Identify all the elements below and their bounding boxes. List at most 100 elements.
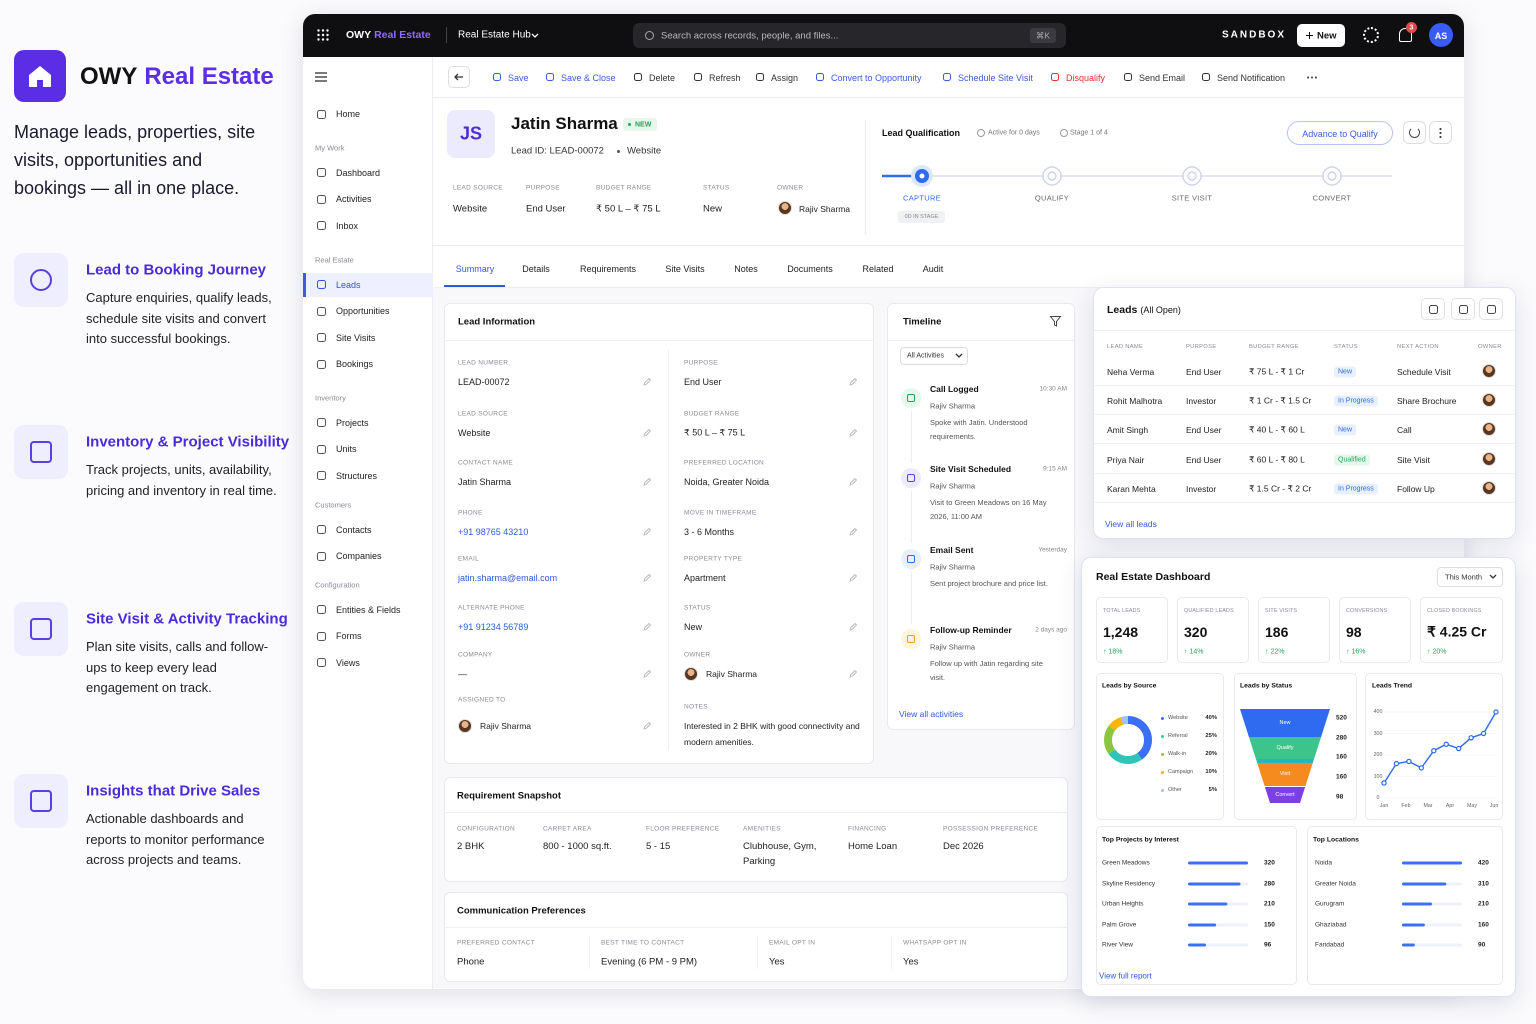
record-avatar (447, 110, 495, 158)
link[interactable]: View full report (1099, 971, 1152, 980)
trend-point (1443, 741, 1449, 747)
chevron (531, 33, 539, 38)
app-brand: OWY Real Estate (346, 29, 431, 41)
field-value: 3 - 6 Months (684, 527, 735, 537)
activity-icon (901, 388, 921, 408)
nav-item[interactable]: Forms (336, 631, 362, 641)
tab[interactable]: Site Visits (665, 263, 705, 274)
tab[interactable]: Notes (734, 263, 758, 274)
user-initials: AS (1434, 30, 1448, 41)
toolbar-button[interactable]: Delete (649, 72, 676, 83)
icon (316, 471, 326, 480)
refresh-icon (1409, 127, 1420, 138)
nav-item[interactable]: Contacts (336, 524, 372, 535)
tab[interactable]: Related (862, 263, 894, 274)
field-label: PURPOSE (526, 184, 560, 192)
leads-panel (1093, 287, 1516, 539)
toolbar-button[interactable]: Save & Close (561, 72, 616, 83)
nav-item[interactable]: Bookings (336, 359, 374, 369)
cell: ₹ 60 L - ₹ 80 L (1249, 454, 1305, 464)
tab[interactable]: Details (522, 263, 550, 274)
funnel-label: New (1279, 720, 1291, 726)
settings-icon[interactable] (1363, 27, 1379, 43)
shape (849, 669, 858, 678)
card-title: Communication Preferences (457, 905, 586, 916)
shape (531, 33, 539, 38)
feature-icon (14, 602, 68, 656)
toolbar-button[interactable]: Convert to Opportunity (831, 72, 922, 83)
lead-id: Lead ID: LEAD-00072 (511, 145, 604, 156)
nav-item[interactable]: Structures (336, 470, 378, 481)
feature-title: Insights that Drive Sales (86, 782, 261, 800)
funnel-value: 280 (1336, 734, 1347, 742)
chart-title: Top Locations (1313, 836, 1359, 843)
activity-glyph (907, 474, 915, 482)
nav-item[interactable]: Entities & Fields (336, 604, 401, 615)
section-title: Lead Qualification (882, 128, 961, 138)
toolbar-button[interactable]: Disqualify (1066, 72, 1106, 83)
funnel-segment (1257, 763, 1313, 786)
nav-item[interactable]: Projects (336, 417, 369, 428)
shape (1439, 131, 1442, 135)
toolbar-button[interactable]: Assign (771, 72, 799, 83)
back-button[interactable] (448, 66, 470, 88)
toolbar-button[interactable]: Send Email (1139, 72, 1186, 83)
trend-point (1468, 735, 1474, 741)
link[interactable]: View all activities (899, 708, 964, 719)
field-value: Dec 2026 (943, 841, 984, 852)
chart-title: Leads Trend (1372, 682, 1413, 689)
new-button[interactable] (1297, 24, 1345, 47)
bar-value: 320 (1264, 859, 1275, 867)
view-button[interactable] (1421, 298, 1445, 320)
view-button[interactable] (1451, 298, 1475, 320)
user-avatar[interactable] (1429, 23, 1453, 47)
step-label: SITE VISIT (1171, 193, 1213, 202)
meta: Stage 1 of 4 (1070, 129, 1108, 137)
nav-item[interactable]: Activities (336, 194, 372, 204)
tab[interactable]: Requirements (579, 263, 637, 274)
chevron (1489, 574, 1497, 579)
refresh-button[interactable] (1403, 121, 1426, 144)
tab[interactable]: Documents (787, 263, 833, 274)
shape (1049, 316, 1062, 327)
tab[interactable]: Audit (922, 263, 944, 274)
view-button[interactable] (1479, 298, 1503, 320)
kpi-change: ↑ 20% (1427, 648, 1447, 655)
text-part: Leads (1107, 303, 1138, 316)
hub-selector[interactable]: Real Estate Hub (458, 29, 531, 41)
bell-icon[interactable] (1399, 28, 1412, 42)
nav-item[interactable]: Site Visits (336, 332, 376, 343)
search-box[interactable] (633, 23, 1066, 48)
shape (1327, 171, 1337, 181)
trend-point (1480, 730, 1487, 737)
shape (1439, 127, 1442, 131)
badge-dot (628, 123, 631, 126)
nav-item[interactable]: Companies (336, 551, 382, 561)
filter-select[interactable] (900, 347, 968, 365)
advance-button[interactable] (1287, 121, 1393, 145)
x-tick-label: Feb (1401, 803, 1411, 809)
nav-item[interactable]: Leads (336, 279, 361, 290)
nav-item[interactable]: Views (336, 657, 360, 668)
legend-value: 25% (1205, 733, 1217, 739)
nav-item[interactable]: Units (336, 444, 357, 454)
status-chip: Qualified (1334, 454, 1370, 465)
funnel-segment (1255, 759, 1315, 763)
toolbar-button[interactable]: Send Notification (1217, 72, 1286, 83)
link[interactable]: View all leads (1105, 518, 1157, 529)
bar-value: 420 (1478, 859, 1489, 867)
avatar (1482, 364, 1496, 378)
more-button[interactable] (1429, 121, 1452, 144)
nav-item[interactable]: Home (336, 109, 361, 119)
tab[interactable]: Summary (455, 263, 495, 274)
activity-icon (901, 549, 921, 569)
toolbar-button[interactable]: Refresh (709, 72, 741, 83)
requirement-card (444, 777, 1068, 882)
toolbar-button[interactable]: Schedule Site Visit (958, 72, 1033, 83)
nav-item[interactable]: Opportunities (336, 306, 390, 316)
period-select[interactable] (1437, 567, 1503, 587)
nav-item[interactable]: Inbox (336, 220, 359, 231)
toolbar-button[interactable]: Save (508, 72, 529, 83)
nav-item[interactable]: Dashboard (336, 167, 381, 178)
activity-title: Call Logged (930, 384, 979, 394)
